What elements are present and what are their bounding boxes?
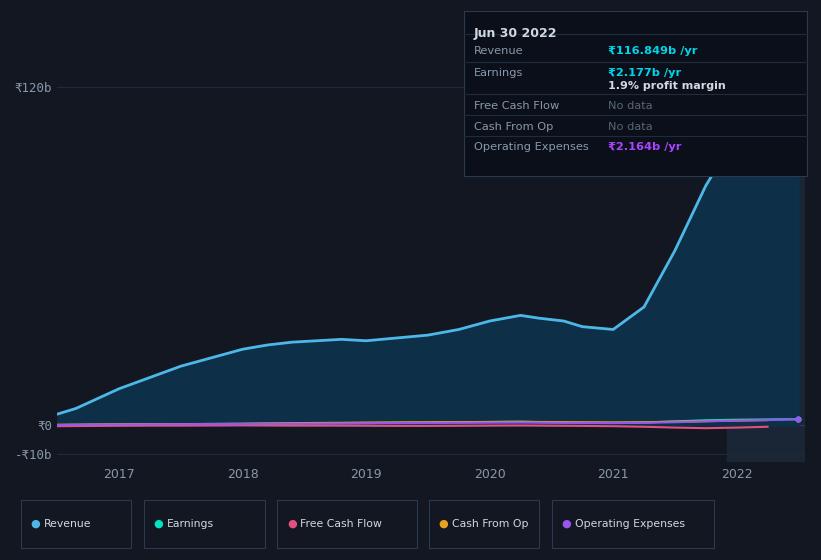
Text: Revenue: Revenue <box>474 46 523 57</box>
Text: ●: ● <box>30 519 40 529</box>
Text: ●: ● <box>438 519 448 529</box>
Text: No data: No data <box>608 101 652 111</box>
Text: Revenue: Revenue <box>44 519 91 529</box>
Text: ●: ● <box>154 519 163 529</box>
Text: Operating Expenses: Operating Expenses <box>575 519 685 529</box>
Text: Earnings: Earnings <box>167 519 213 529</box>
Point <box>791 91 805 100</box>
Text: Free Cash Flow: Free Cash Flow <box>474 101 559 111</box>
Text: Earnings: Earnings <box>474 68 523 78</box>
Text: Operating Expenses: Operating Expenses <box>474 142 589 152</box>
Bar <box>727 59 805 462</box>
Text: No data: No data <box>608 122 652 132</box>
Text: Cash From Op: Cash From Op <box>452 519 528 529</box>
Point <box>791 415 805 424</box>
Text: ₹116.849b /yr: ₹116.849b /yr <box>608 46 697 57</box>
Text: Free Cash Flow: Free Cash Flow <box>300 519 383 529</box>
Point <box>791 415 805 424</box>
Text: ₹2.177b /yr: ₹2.177b /yr <box>608 68 681 78</box>
Text: ●: ● <box>287 519 297 529</box>
Text: Cash From Op: Cash From Op <box>474 122 553 132</box>
Text: ₹2.164b /yr: ₹2.164b /yr <box>608 142 681 152</box>
Text: Jun 30 2022: Jun 30 2022 <box>474 27 557 40</box>
Text: 1.9% profit margin: 1.9% profit margin <box>608 81 725 91</box>
Text: ●: ● <box>562 519 571 529</box>
